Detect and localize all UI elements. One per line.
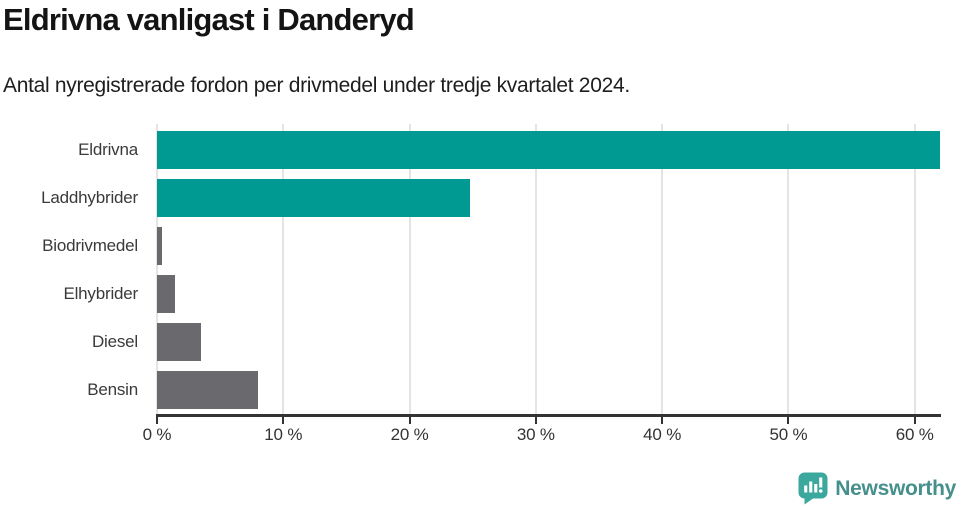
newsworthy-logo-icon: [798, 472, 828, 505]
tick-mark-60: [913, 417, 916, 424]
tick-mark-50: [787, 417, 790, 424]
tick-mark-40: [661, 417, 664, 424]
tick-label-10: 10 %: [264, 425, 303, 444]
gridline-30: [534, 124, 537, 414]
bar-diesel: [157, 323, 202, 361]
category-label-elhybrider: Elhybrider: [63, 284, 138, 303]
gridline-0: [156, 124, 158, 414]
category-label-laddhybrider: Laddhybrider: [41, 188, 138, 207]
bar-biodrivmedel: [157, 227, 163, 265]
y-axis-category-labels: Eldrivna Laddhybrider Biodrivmedel Elhybrid…: [0, 126, 147, 414]
tick-label-60: 60 %: [895, 425, 934, 444]
gridline-40: [661, 124, 664, 414]
brand-name: Newsworthy: [835, 476, 956, 500]
tick-label-30: 30 %: [516, 425, 555, 444]
gridline-20: [408, 124, 411, 414]
category-label-diesel: Diesel: [91, 332, 138, 351]
tick-label-50: 50 %: [769, 425, 808, 444]
chart-subtitle: Antal nyregistrerade fordon per drivmede…: [3, 74, 630, 97]
category-label-biodrivmedel: Biodrivmedel: [42, 236, 138, 255]
chart-title: Eldrivna vanligast i Danderyd: [3, 2, 415, 37]
bar-bensin: [157, 371, 259, 409]
tick-mark-0: [156, 417, 158, 424]
category-label-bensin: Bensin: [87, 380, 138, 399]
gridline-60: [913, 124, 916, 414]
gridline-10: [282, 124, 285, 414]
brand-footer: Newsworthy: [798, 472, 956, 505]
tick-mark-10: [282, 417, 285, 424]
tick-mark-30: [534, 417, 537, 424]
tick-label-40: 40 %: [643, 425, 682, 444]
bar-laddhybrider: [157, 179, 471, 217]
category-label-eldrivna: Eldrivna: [78, 140, 138, 159]
tick-mark-20: [408, 417, 411, 424]
plot-area: [156, 124, 940, 414]
tick-label-20: 20 %: [390, 425, 429, 444]
tick-label-0: 0 %: [142, 425, 172, 444]
bar-elhybrider: [157, 275, 175, 313]
bar-eldrivna: [157, 131, 940, 169]
gridline-50: [787, 124, 790, 414]
x-axis-line: [156, 414, 941, 417]
x-axis: 0 % 10 % 20 % 30 % 40 % 50 % 60 %: [143, 414, 940, 454]
